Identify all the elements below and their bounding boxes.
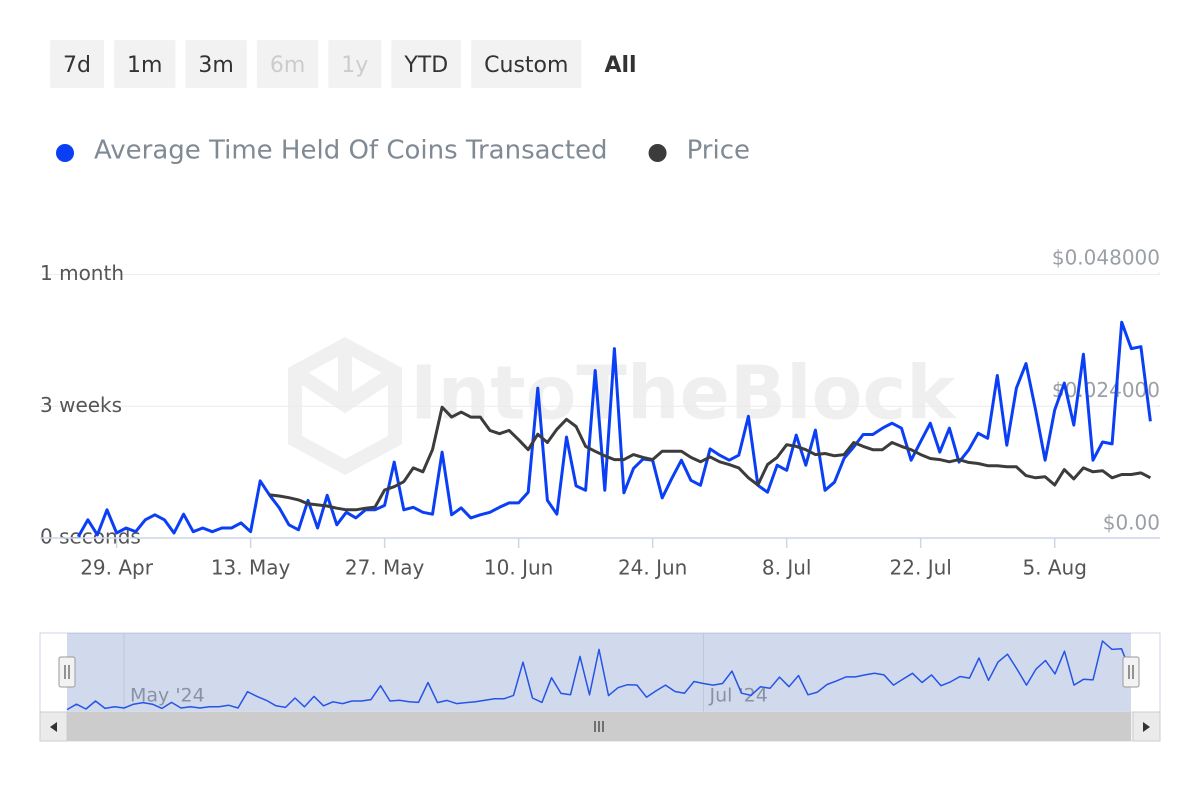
legend-label[interactable]: Price xyxy=(687,136,750,166)
range-button-label[interactable]: 1m xyxy=(127,53,162,78)
scrollbar-arrow xyxy=(50,722,57,732)
x-tick-label: 24. Jun xyxy=(618,556,687,580)
range-button-label: 1y xyxy=(341,53,368,78)
x-tick-label: 27. May xyxy=(345,556,425,580)
navigator-handle-grip xyxy=(1128,665,1134,679)
navigator-line xyxy=(66,640,1132,711)
range-button xyxy=(328,40,382,88)
x-tick-label: 8. Jul xyxy=(762,556,812,580)
y-tick-label: 1 month xyxy=(40,261,124,285)
y-tick-label: 3 weeks xyxy=(40,393,122,417)
range-button[interactable] xyxy=(113,40,176,88)
navigator-label: Jul '24 xyxy=(709,685,768,707)
range-button-label[interactable]: 7d xyxy=(63,53,91,78)
watermark: IntoTheBlock xyxy=(410,351,957,437)
x-tick-label: 5. Aug xyxy=(1022,556,1087,580)
x-tick-label: 10. Jun xyxy=(484,556,553,580)
y2-tick-label: $0.024000 xyxy=(1052,378,1160,402)
navigator-handle[interactable] xyxy=(58,656,76,688)
navigator-handle[interactable] xyxy=(1122,656,1140,688)
series-line xyxy=(76,320,1152,538)
navigator-label: May '24 xyxy=(130,685,205,707)
scrollbar-arrow xyxy=(1143,722,1150,732)
range-button[interactable] xyxy=(50,40,104,88)
x-tick-label: 22. Jul xyxy=(890,556,952,580)
y2-tick-label: $0.00 xyxy=(1103,511,1160,535)
scrollbar-grip xyxy=(594,721,604,732)
watermark-logo xyxy=(288,337,402,475)
range-button xyxy=(256,40,319,88)
navigator-frame xyxy=(39,632,1161,713)
range-button[interactable] xyxy=(185,40,247,88)
range-button[interactable] xyxy=(391,40,462,88)
x-tick-label: 29. Apr xyxy=(80,556,154,580)
series-line xyxy=(269,405,1152,512)
navigator-mask xyxy=(67,633,1131,712)
y2-tick-label: $0.048000 xyxy=(1052,246,1160,270)
range-button-label[interactable]: 3m xyxy=(198,53,233,78)
legend-label[interactable]: Average Time Held Of Coins Transacted xyxy=(94,136,608,166)
legend-marker xyxy=(648,144,667,162)
navigator-handle-grip xyxy=(64,665,70,679)
range-button-label[interactable]: Custom xyxy=(484,53,568,78)
x-tick-label: 13. May xyxy=(211,556,291,580)
legend-marker xyxy=(56,144,74,162)
range-button-label[interactable]: All xyxy=(604,53,636,78)
range-button[interactable] xyxy=(471,40,582,88)
range-button-label[interactable]: YTD xyxy=(403,53,448,78)
range-button-label: 6m xyxy=(270,53,305,78)
